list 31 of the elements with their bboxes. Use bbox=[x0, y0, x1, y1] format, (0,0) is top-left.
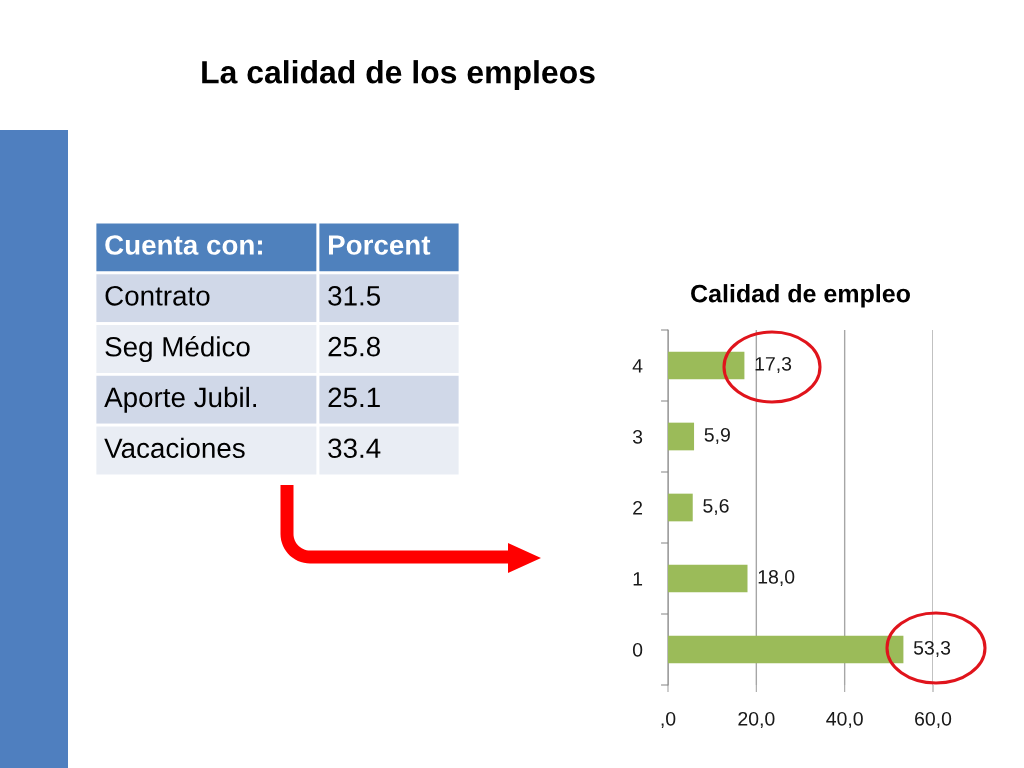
category-label: Aporte Jubil. bbox=[104, 386, 256, 413]
data-label: 53,3 bbox=[913, 640, 951, 658]
data-label: 17,3 bbox=[755, 356, 792, 374]
y-tick-label: 0 bbox=[632, 642, 643, 657]
bar bbox=[668, 493, 693, 522]
data-label: 5,6 bbox=[703, 498, 729, 516]
bar bbox=[668, 635, 904, 664]
data-label: 33.4 bbox=[328, 438, 381, 459]
category-label: Contrato bbox=[105, 285, 210, 306]
data-label: 31.5 bbox=[328, 285, 381, 306]
chart-title: Calidad de empleo bbox=[691, 284, 910, 308]
text: La calidad de los empleos bbox=[202, 60, 595, 90]
y-tick-label: 3 bbox=[632, 429, 643, 444]
data-label: 25.8 bbox=[328, 336, 380, 357]
x-tick-label: 40,0 bbox=[826, 711, 863, 728]
y-tick-label: 2 bbox=[633, 500, 643, 515]
text: Cuenta con: bbox=[105, 235, 262, 255]
category-label: Vacaciones bbox=[104, 437, 245, 459]
data-label: 25.1 bbox=[328, 387, 380, 408]
bar bbox=[668, 351, 745, 380]
x-tick-label: 20,0 bbox=[738, 711, 775, 728]
category-label: Seg Médico bbox=[105, 335, 250, 363]
x-tick-label: 60,0 bbox=[915, 711, 952, 728]
data-label: 18,0 bbox=[758, 569, 795, 587]
bar bbox=[668, 422, 695, 451]
x-tick-label: ,0 bbox=[661, 711, 676, 728]
y-tick-label: 1 bbox=[633, 572, 643, 586]
text: Porcent bbox=[328, 235, 431, 255]
bar bbox=[668, 564, 748, 593]
y-tick-label: 4 bbox=[632, 359, 643, 373]
data-label: 5,9 bbox=[704, 427, 730, 445]
